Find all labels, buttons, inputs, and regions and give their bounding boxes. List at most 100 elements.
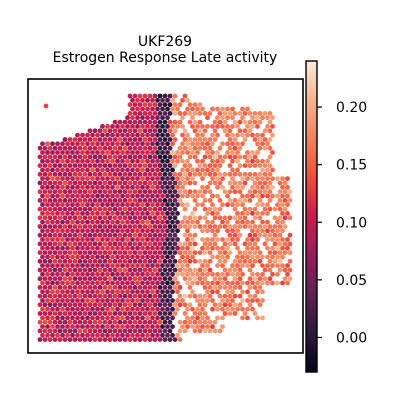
spot-point (132, 154, 138, 160)
spot-point (210, 228, 215, 234)
spot-point (165, 228, 170, 234)
spot-point (152, 250, 158, 256)
spot-point (222, 154, 228, 160)
spot-point (55, 254, 60, 260)
spot-point (172, 215, 178, 221)
spot-point (160, 211, 165, 216)
spot-point (265, 124, 270, 129)
spot-point (72, 250, 78, 256)
spot-point (50, 150, 55, 155)
spot-point (147, 311, 153, 316)
spot-point (242, 206, 248, 212)
spot-point (130, 176, 135, 182)
spot-point (132, 302, 138, 308)
spot-point (82, 319, 88, 325)
spot-point (242, 119, 248, 125)
spot-point (182, 171, 188, 177)
spot-point (120, 176, 125, 182)
spot-point (90, 237, 95, 242)
spot-point (240, 202, 245, 208)
spot-point (107, 267, 113, 273)
spot-point (180, 167, 185, 173)
spot-point (52, 250, 58, 256)
spot-point (65, 306, 70, 312)
spot-point (265, 184, 270, 190)
spot-point (235, 202, 240, 208)
spot-point (62, 319, 68, 325)
spot-point (110, 237, 115, 242)
spot-point (200, 106, 205, 112)
spot-point (207, 206, 213, 212)
spot-point (212, 154, 218, 160)
spot-point (277, 180, 283, 186)
spot-point (217, 198, 223, 203)
spot-point (90, 306, 95, 312)
spot-point (170, 97, 175, 103)
spot-point (107, 198, 113, 203)
spot-point (155, 211, 160, 216)
spot-point (202, 276, 208, 282)
spot-point (220, 245, 225, 251)
spot-point (127, 258, 133, 264)
spot-point (62, 137, 68, 142)
spot-point (155, 254, 160, 260)
spot-point (100, 332, 105, 338)
spot-point (60, 167, 65, 173)
spot-point (140, 150, 145, 155)
spot-point (205, 115, 210, 121)
spot-point (245, 211, 250, 216)
spot-point (142, 163, 148, 169)
spot-point (270, 271, 275, 277)
spot-point (90, 158, 95, 164)
spot-point (202, 137, 208, 142)
spot-point (267, 198, 273, 203)
spot-point (92, 180, 98, 186)
spot-point (80, 141, 85, 147)
spot-point (255, 132, 260, 138)
spot-point (105, 271, 110, 277)
spot-point (37, 276, 43, 282)
spot-point (247, 189, 253, 195)
spot-point (250, 306, 255, 312)
spot-point (57, 198, 63, 203)
spot-point (85, 193, 90, 199)
spot-point (190, 211, 195, 216)
spot-point (47, 250, 53, 256)
spot-point (102, 328, 108, 334)
spot-point (135, 315, 140, 321)
spot-point (225, 132, 230, 138)
spot-point (100, 193, 105, 199)
colorbar-tick-label: 0.05 (336, 273, 367, 289)
spot-point (110, 132, 115, 138)
spot-point (55, 202, 60, 208)
spot-point (172, 241, 178, 247)
spot-point (100, 202, 105, 208)
spot-point (190, 141, 195, 147)
spot-point (75, 211, 80, 216)
colorbar-gradient (306, 61, 317, 372)
spot-point (185, 167, 190, 173)
spot-point (237, 180, 243, 186)
spot-point (85, 306, 90, 312)
spot-point (55, 211, 60, 216)
spot-point (157, 180, 163, 186)
spot-point (97, 232, 103, 238)
spot-point (50, 289, 55, 295)
spot-point (172, 258, 178, 264)
spot-point (150, 184, 155, 190)
spot-point (147, 137, 153, 142)
spot-point (77, 189, 83, 195)
spot-point (200, 124, 205, 129)
spot-point (42, 328, 48, 334)
spot-point (102, 250, 108, 256)
spot-point (165, 254, 170, 260)
spot-point (207, 224, 213, 229)
spot-point (167, 171, 173, 177)
spot-point (65, 202, 70, 208)
spot-point (172, 267, 178, 273)
spot-point (120, 124, 125, 129)
spot-point (42, 241, 48, 247)
spot-point (52, 232, 58, 238)
spot-point (160, 289, 165, 295)
spot-point (102, 293, 108, 299)
